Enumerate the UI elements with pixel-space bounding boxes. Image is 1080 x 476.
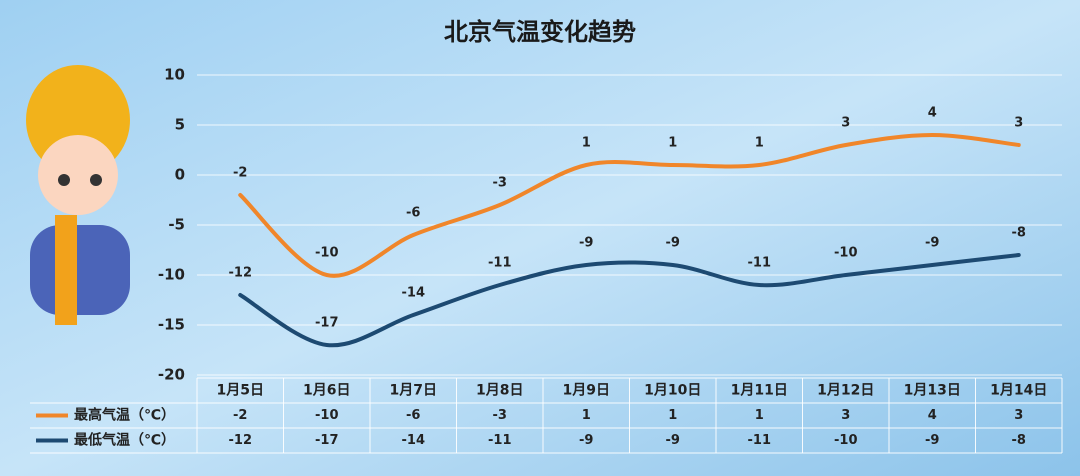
table-value: -9 — [925, 433, 939, 448]
table-value: 1 — [582, 408, 591, 423]
child-illustration — [26, 65, 130, 325]
x-tick-label: 1月13日 — [904, 383, 961, 399]
table-value: -17 — [315, 433, 339, 448]
table-value: 4 — [928, 408, 937, 423]
y-tick-label: 5 — [175, 116, 185, 134]
table-value: -11 — [488, 433, 512, 448]
table-value: 3 — [841, 408, 850, 423]
data-label: -2 — [233, 166, 247, 181]
y-tick-label: -5 — [168, 216, 185, 234]
data-label: 3 — [1014, 116, 1023, 131]
x-tick-label: 1月7日 — [390, 383, 437, 399]
table-value: -10 — [834, 433, 858, 448]
table-value: -11 — [748, 433, 772, 448]
x-tick-label: 1月10日 — [644, 383, 701, 399]
table-value: -6 — [406, 408, 420, 423]
x-tick-label: 1月8日 — [476, 383, 523, 399]
table-value: 1 — [668, 408, 677, 423]
x-tick-label: 1月6日 — [303, 383, 350, 399]
data-label: 1 — [582, 136, 591, 151]
data-label: -10 — [315, 246, 339, 261]
y-tick-label: -10 — [158, 266, 185, 284]
data-label: -10 — [834, 246, 858, 261]
table-value: -3 — [493, 408, 507, 423]
x-tick-label: 1月14日 — [990, 383, 1047, 399]
chart-title: 北京气温变化趋势 — [444, 18, 636, 46]
table-value: -12 — [229, 433, 253, 448]
table-value: 3 — [1014, 408, 1023, 423]
data-label: 1 — [668, 136, 677, 151]
data-label: 3 — [841, 116, 850, 131]
table-value: -9 — [579, 433, 593, 448]
y-tick-label: 0 — [175, 166, 185, 184]
table-value: -14 — [402, 433, 426, 448]
data-label: -9 — [666, 236, 680, 251]
data-label: -9 — [579, 236, 593, 251]
legend-label: 最高气温（℃） — [74, 407, 175, 424]
data-label: -8 — [1012, 226, 1026, 241]
data-label: -14 — [402, 286, 426, 301]
data-label: -11 — [488, 256, 512, 271]
x-tick-label: 1月12日 — [817, 383, 874, 399]
y-tick-label: -20 — [158, 366, 185, 384]
x-tick-label: 1月9日 — [563, 383, 610, 399]
legend-label: 最低气温（℃） — [74, 432, 175, 449]
series-line — [238, 253, 1021, 348]
table-value: -10 — [315, 408, 339, 423]
data-label: -9 — [925, 236, 939, 251]
table-value: -8 — [1012, 433, 1026, 448]
data-label: -11 — [748, 256, 772, 271]
series-line — [238, 132, 1021, 278]
table-value: -2 — [233, 408, 247, 423]
table-value: -9 — [666, 433, 680, 448]
data-label: -3 — [493, 176, 507, 191]
data-label: 1 — [755, 136, 764, 151]
data-label: 4 — [928, 106, 937, 121]
data-label: -12 — [229, 266, 253, 281]
table-value: 1 — [755, 408, 764, 423]
data-label: -6 — [406, 206, 420, 221]
x-tick-label: 1月5日 — [217, 383, 264, 399]
data-label: -17 — [315, 316, 339, 331]
x-tick-label: 1月11日 — [731, 383, 788, 399]
y-tick-label: 10 — [164, 66, 185, 84]
y-tick-label: -15 — [158, 316, 185, 334]
